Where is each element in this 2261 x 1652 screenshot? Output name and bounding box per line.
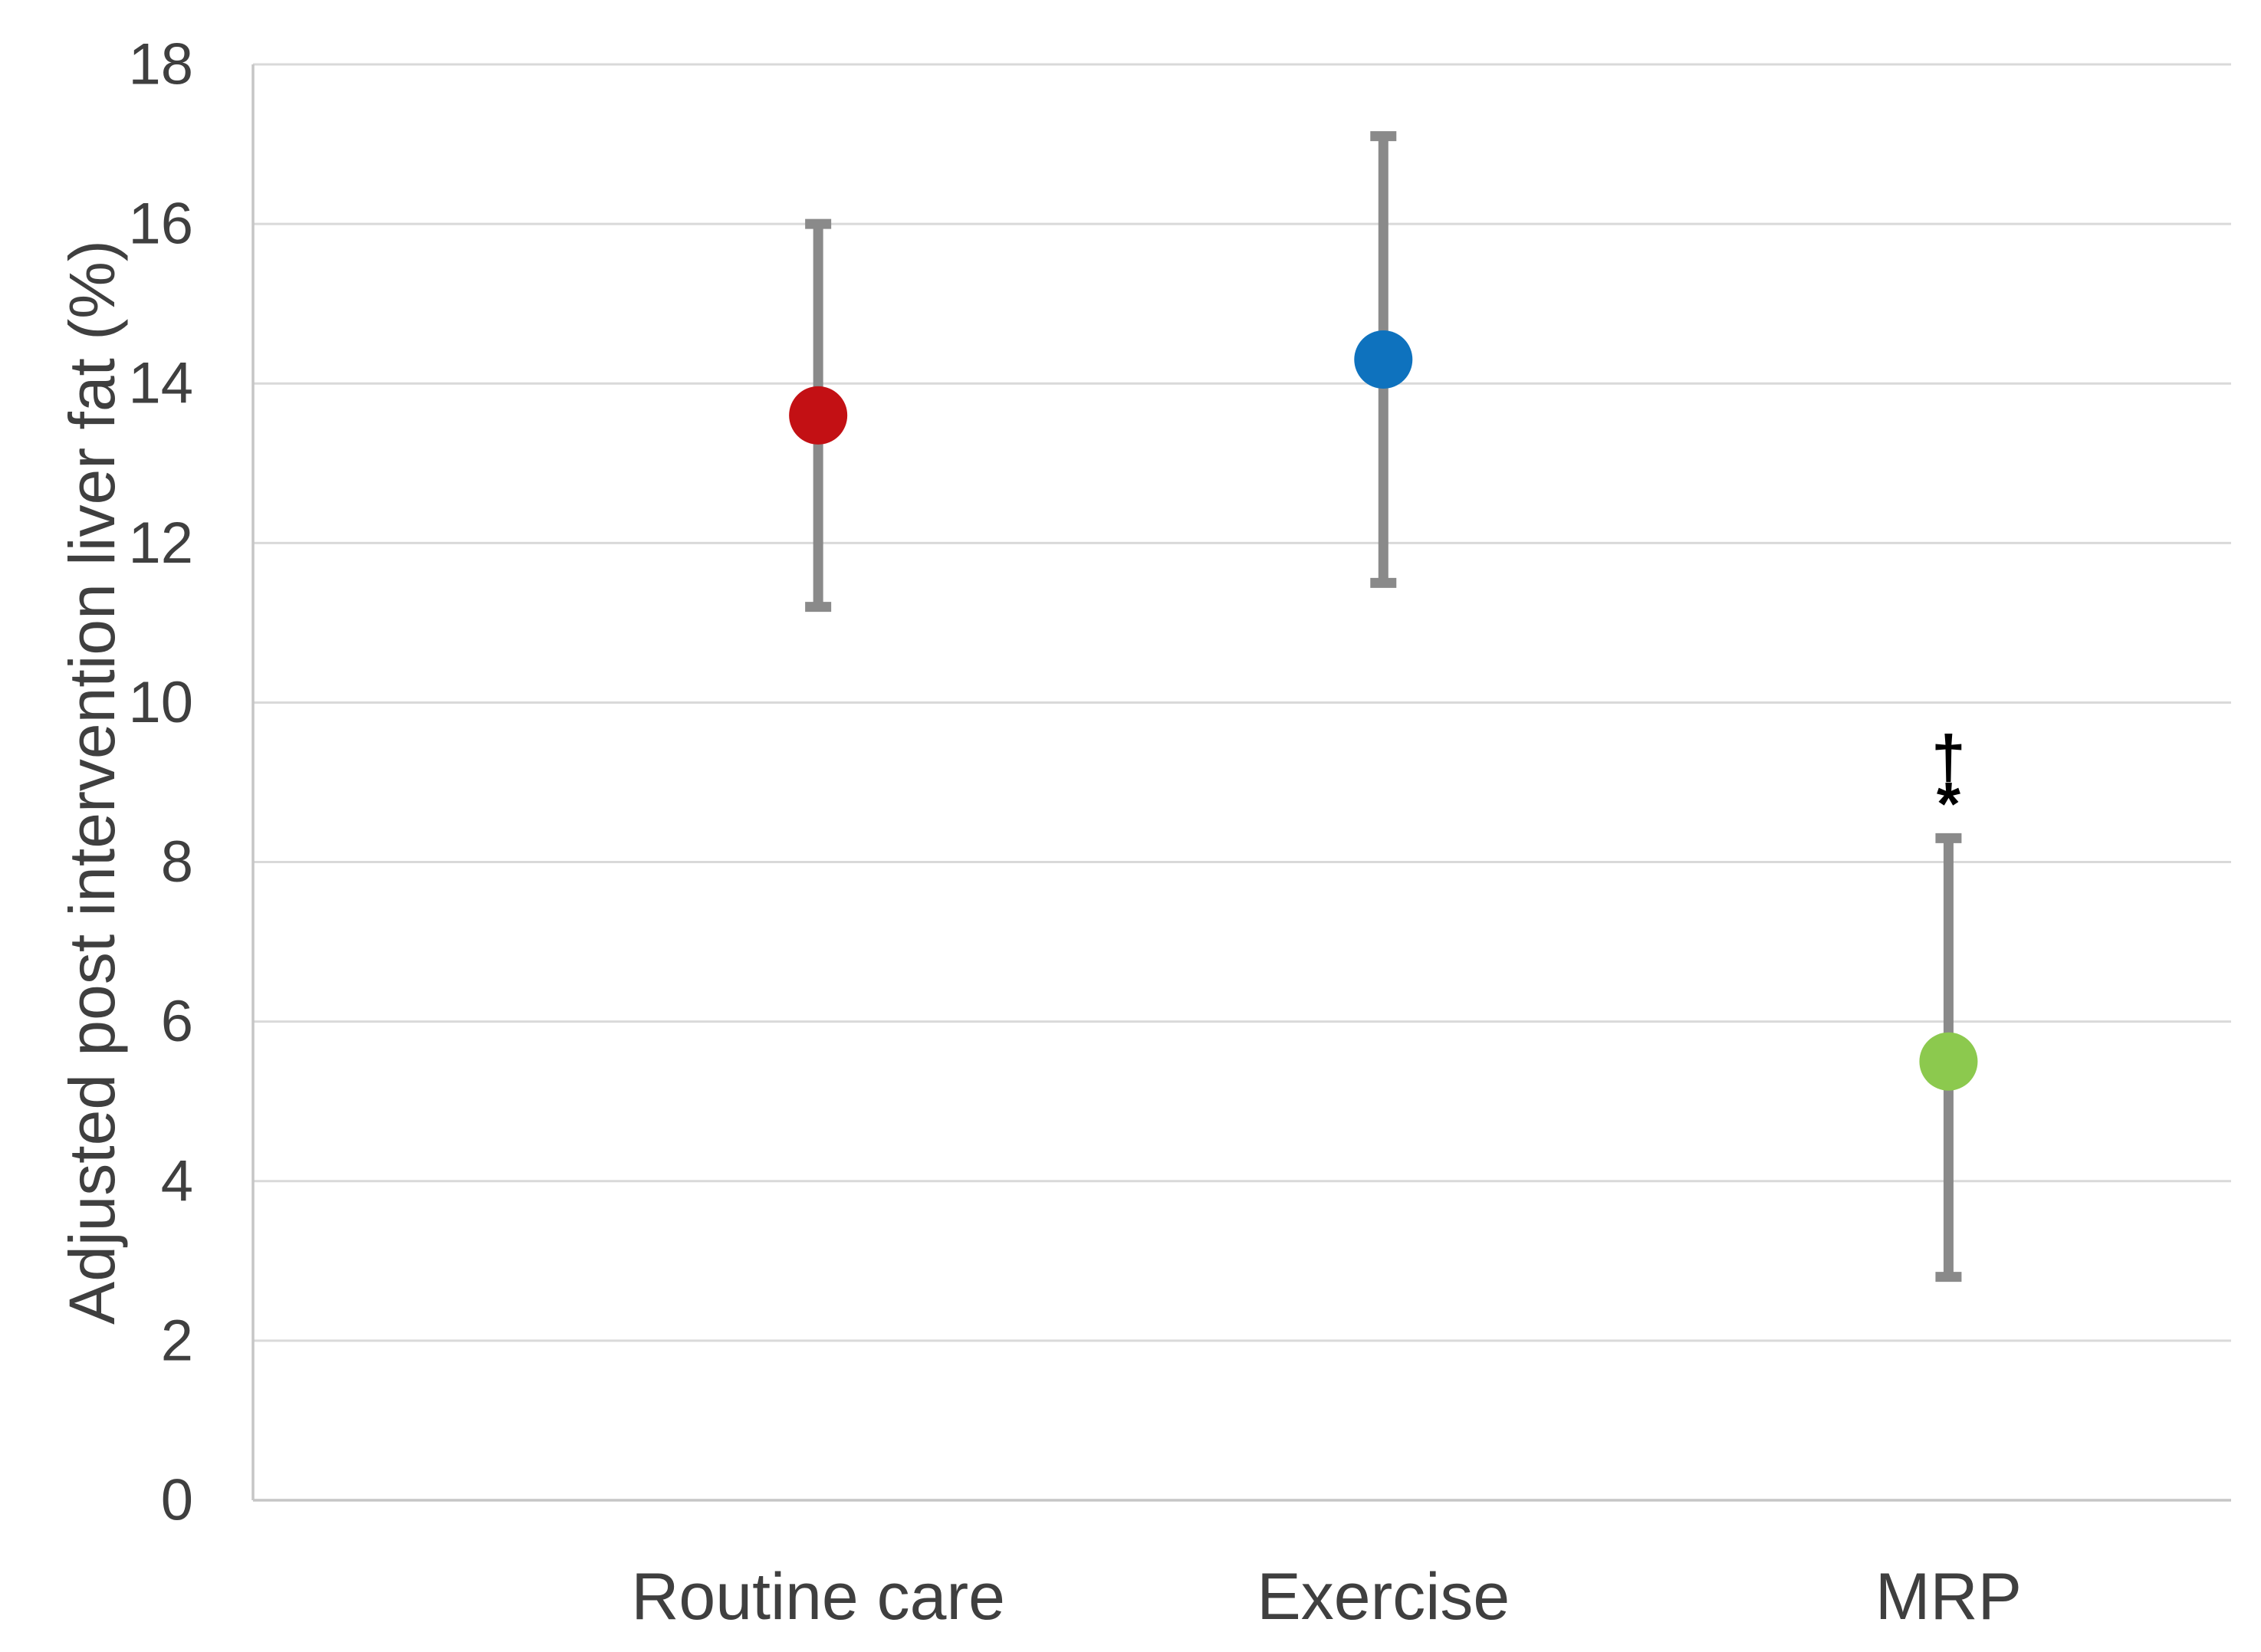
series-routine-care: Routine care [631, 218, 1005, 1634]
category-label-exercise: Exercise [1257, 1560, 1510, 1634]
y-tick-label-18: 18 [128, 32, 193, 97]
annotation-asterisk-mrp: * [1937, 770, 1961, 838]
series-mrp: †* MRP [1875, 723, 2022, 1634]
y-tick-label-6: 6 [161, 989, 193, 1054]
y-tick-label-2: 2 [161, 1308, 193, 1373]
y-tick-label-10: 10 [128, 670, 193, 735]
y-tick-label-4: 4 [161, 1148, 193, 1214]
gridlines [253, 63, 2231, 1502]
y-axis-title: Adjusted post intervention liver fat (%) [56, 240, 128, 1325]
series-exercise: Exercise [1257, 131, 1510, 1634]
marker-routine-care [789, 386, 848, 445]
marker-mrp [1919, 1032, 1978, 1091]
y-tick-label-16: 16 [128, 192, 193, 257]
y-tick-label-0: 0 [161, 1468, 193, 1533]
category-label-routine-care: Routine care [631, 1560, 1005, 1634]
y-tick-label-8: 8 [161, 829, 193, 895]
category-label-mrp: MRP [1875, 1560, 2022, 1634]
marker-exercise [1354, 330, 1413, 389]
annotation-dagger-mrp: † [1931, 723, 1966, 791]
y-tick-label-14: 14 [128, 351, 193, 416]
y-tick-label-12: 12 [128, 511, 193, 576]
